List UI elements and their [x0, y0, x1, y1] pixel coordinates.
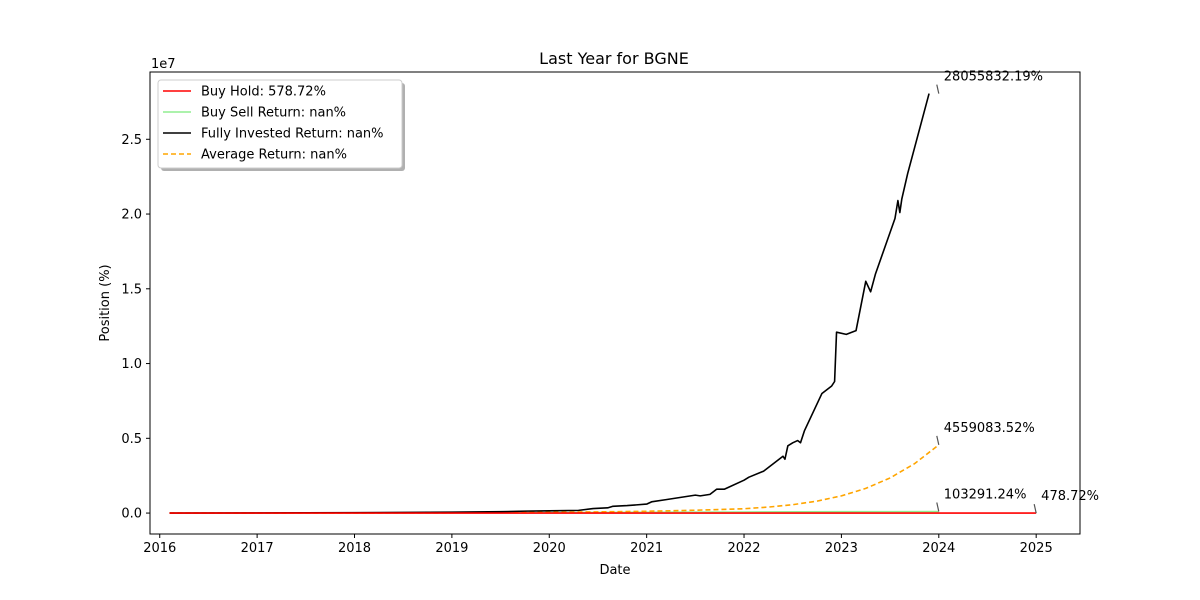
x-tick-label: 2019	[435, 541, 468, 556]
annotation-arrow	[936, 435, 940, 446]
series-line	[169, 444, 940, 514]
y-tick-label: 1.0	[121, 357, 142, 372]
x-tick-label: 2025	[1020, 541, 1053, 556]
x-tick-label: 2022	[727, 541, 760, 556]
annotation-label: 103291.24%	[944, 488, 1027, 503]
annotation-arrow	[1033, 503, 1037, 514]
series-layer	[169, 93, 1037, 514]
x-tick-label: 2018	[338, 541, 371, 556]
x-tick-label: 2016	[143, 541, 176, 556]
legend-label: Fully Invested Return: nan%	[201, 127, 384, 142]
legend-label: Average Return: nan%	[201, 148, 347, 163]
annotation-label: 478.72%	[1041, 489, 1099, 504]
x-tick-label: 2020	[533, 541, 566, 556]
plot-frame	[149, 71, 1081, 535]
series-line	[169, 93, 930, 514]
tick-layer: 2016 2017 2018 2019 2020 2021 2022 2023 2024 2025…	[121, 133, 1052, 556]
annotation-label: 4559083.52%	[944, 421, 1035, 436]
y-tick-label: 2.0	[121, 208, 142, 223]
y-tick-label: 0.0	[121, 507, 142, 522]
annotation-arrow	[936, 84, 940, 94]
y-tick-label: 2.5	[121, 133, 142, 148]
y-scale-label: 1e7	[151, 57, 176, 72]
x-tick-label: 2017	[241, 541, 274, 556]
annotation-label: 28055832.19%	[944, 70, 1043, 85]
y-tick-label: 1.5	[121, 282, 142, 297]
legend-label: Buy Sell Return: nan%	[201, 106, 346, 121]
chart-title: Last Year for BGNE	[539, 49, 689, 68]
legend: Buy Hold: 578.72% Buy Sell Return: nan% Fu…	[157, 79, 405, 171]
x-tick-label: 2021	[630, 541, 663, 556]
y-tick-label: 0.5	[121, 432, 142, 447]
legend-box	[157, 79, 403, 169]
x-tick-label: 2023	[825, 541, 858, 556]
x-tick-label: 2024	[922, 541, 955, 556]
x-axis-label: Date	[599, 563, 630, 578]
annotation-layer: 28055832.19% 4559083.52% 103291.24% 478.72%	[936, 70, 1099, 514]
legend-label: Buy Hold: 578.72%	[201, 85, 326, 100]
y-axis-label: Position (%)	[98, 264, 113, 341]
annotation-arrow	[936, 502, 940, 512]
